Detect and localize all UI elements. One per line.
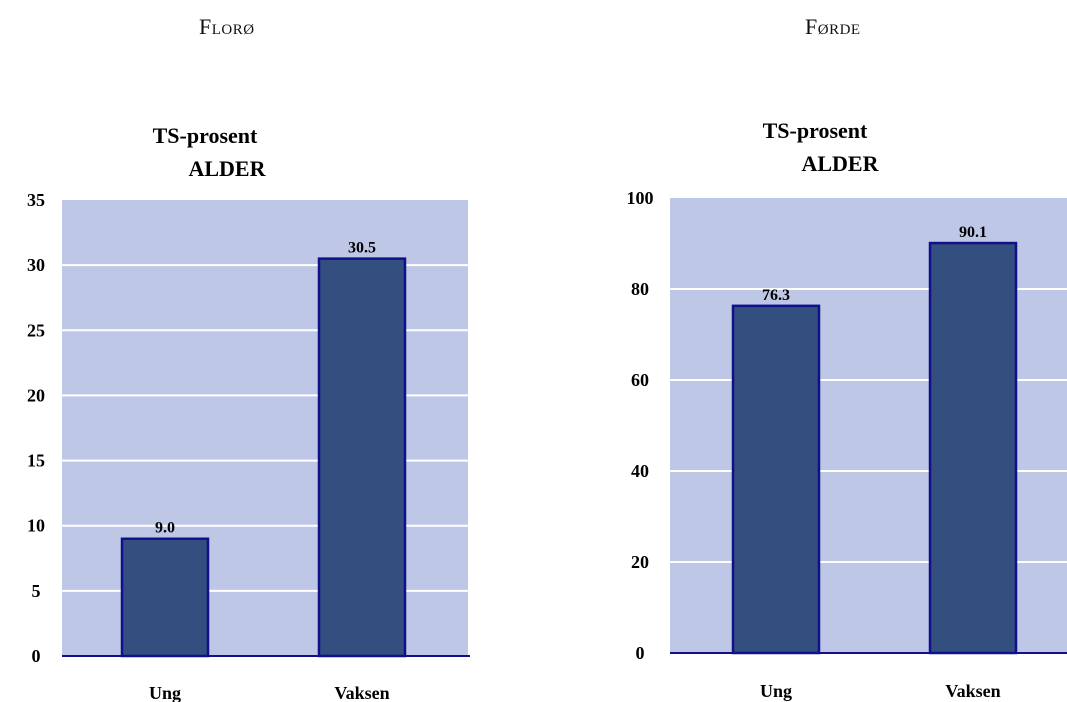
chart2-y-tick-label: 60 xyxy=(631,370,649,390)
chart2-y-tick-label: 20 xyxy=(631,552,649,572)
chart2-y-tick-label: 100 xyxy=(627,188,654,208)
chart2-data-label: 90.1 xyxy=(959,224,987,241)
chart1-data-label: 9.0 xyxy=(155,520,175,537)
chart2-subtitle: ALDER xyxy=(801,151,879,176)
heading-førde: Førde xyxy=(805,14,861,39)
chart1-data-label: 30.5 xyxy=(348,240,376,257)
chart1-y-tick-label: 30 xyxy=(27,255,45,275)
chart1-y-tick-label: 0 xyxy=(32,646,41,666)
chart1-y-tick-label: 25 xyxy=(27,320,45,340)
chart2-category-label: Vaksen xyxy=(945,681,1000,701)
chart1-category-label: Ung xyxy=(149,683,181,702)
chart2-y-tick-label: 40 xyxy=(631,461,649,481)
chart1-subtitle: ALDER xyxy=(188,156,266,181)
chart1-y-tick-label: 10 xyxy=(27,516,45,536)
chart1-y-tick-label: 15 xyxy=(27,451,45,471)
chart1-y-tick-label: 35 xyxy=(27,190,45,210)
chart1-title: TS-prosent xyxy=(153,123,258,148)
chart2-data-label: 76.3 xyxy=(762,287,790,304)
chart2-category-label: Ung xyxy=(760,681,792,701)
chart2-bar xyxy=(928,241,1018,655)
chart1-y-tick-label: 20 xyxy=(27,385,45,405)
chart1-bar xyxy=(317,257,407,658)
chart2-y-tick-label: 0 xyxy=(636,643,645,663)
chart1-y-tick-label: 5 xyxy=(32,581,41,601)
chart2-bar xyxy=(731,304,821,655)
chart2-title: TS-prosent xyxy=(763,118,868,143)
chart1-bar xyxy=(120,537,210,658)
heading-florø: Florø xyxy=(199,14,255,39)
chart1-category-label: Vaksen xyxy=(334,683,389,702)
chart2-y-tick-label: 80 xyxy=(631,279,649,299)
